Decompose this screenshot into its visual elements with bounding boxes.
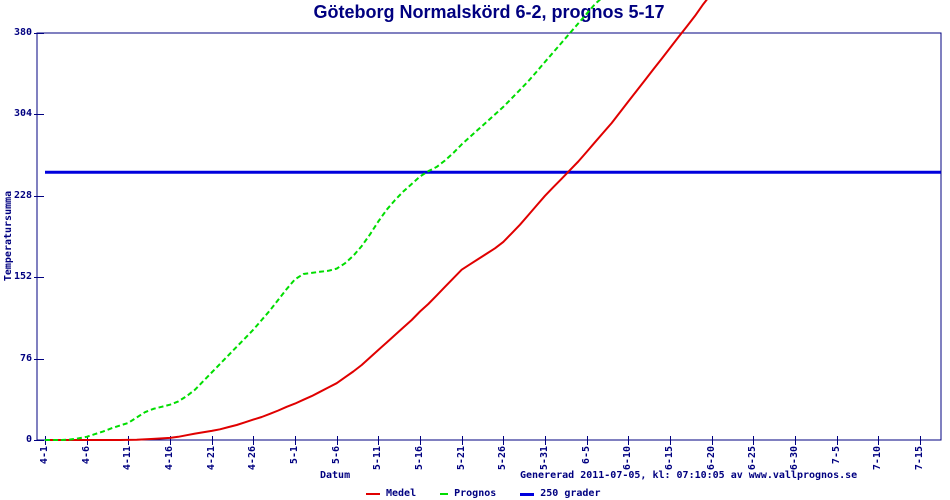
- x-tick-label: 5-26: [497, 446, 508, 471]
- x-tick-label: 7-15: [914, 446, 925, 471]
- legend-swatch: [366, 493, 380, 495]
- y-axis-title: Temperatursumma: [3, 190, 14, 282]
- x-tick-label: 5-1: [289, 446, 300, 465]
- legend-swatch: [440, 493, 449, 495]
- x-tick-label: 5-21: [456, 446, 467, 471]
- x-tick-label: 4-11: [122, 446, 133, 471]
- legend-item-250-grader: 250 grader: [520, 488, 600, 500]
- legend-swatch: [520, 492, 535, 496]
- series-line-medel: [45, 0, 708, 441]
- x-tick-label: 5-16: [414, 446, 425, 471]
- series-line-prognos: [45, 0, 602, 441]
- y-tick-label: 0: [25, 434, 32, 445]
- y-tick-label: 304: [13, 108, 32, 119]
- legend-label: 250 grader: [540, 488, 601, 499]
- x-tick-label: 7-10: [872, 446, 883, 471]
- generated-timestamp: Genererad 2011-07-05, kl: 07:10:05 av ww…: [520, 470, 858, 481]
- y-tick-label: 152: [13, 271, 32, 282]
- y-tick-label: 76: [19, 353, 32, 364]
- y-tick-label: 228: [13, 190, 32, 201]
- x-tick-label: 4-26: [247, 446, 258, 471]
- x-tick-label: 5-11: [372, 446, 383, 471]
- chart-title: Göteborg Normalskörd 6-2, prognos 5-17: [313, 2, 665, 22]
- plot-border: [36, 32, 942, 441]
- x-tick-label: 4-21: [206, 446, 217, 471]
- legend-label: Medel: [386, 488, 417, 499]
- x-axis-title: Datum: [320, 470, 351, 481]
- x-tick-label: 4-6: [81, 446, 92, 465]
- legend-label: Prognos: [454, 488, 497, 499]
- legend-item-prognos: Prognos: [440, 488, 496, 500]
- y-tick-label: 380: [13, 27, 32, 38]
- legend: Medel Prognos 250 grader: [366, 488, 600, 500]
- legend-item-medel: Medel: [366, 488, 416, 500]
- x-tick-label: 4-16: [164, 446, 175, 471]
- x-tick-label: 4-1: [39, 446, 50, 465]
